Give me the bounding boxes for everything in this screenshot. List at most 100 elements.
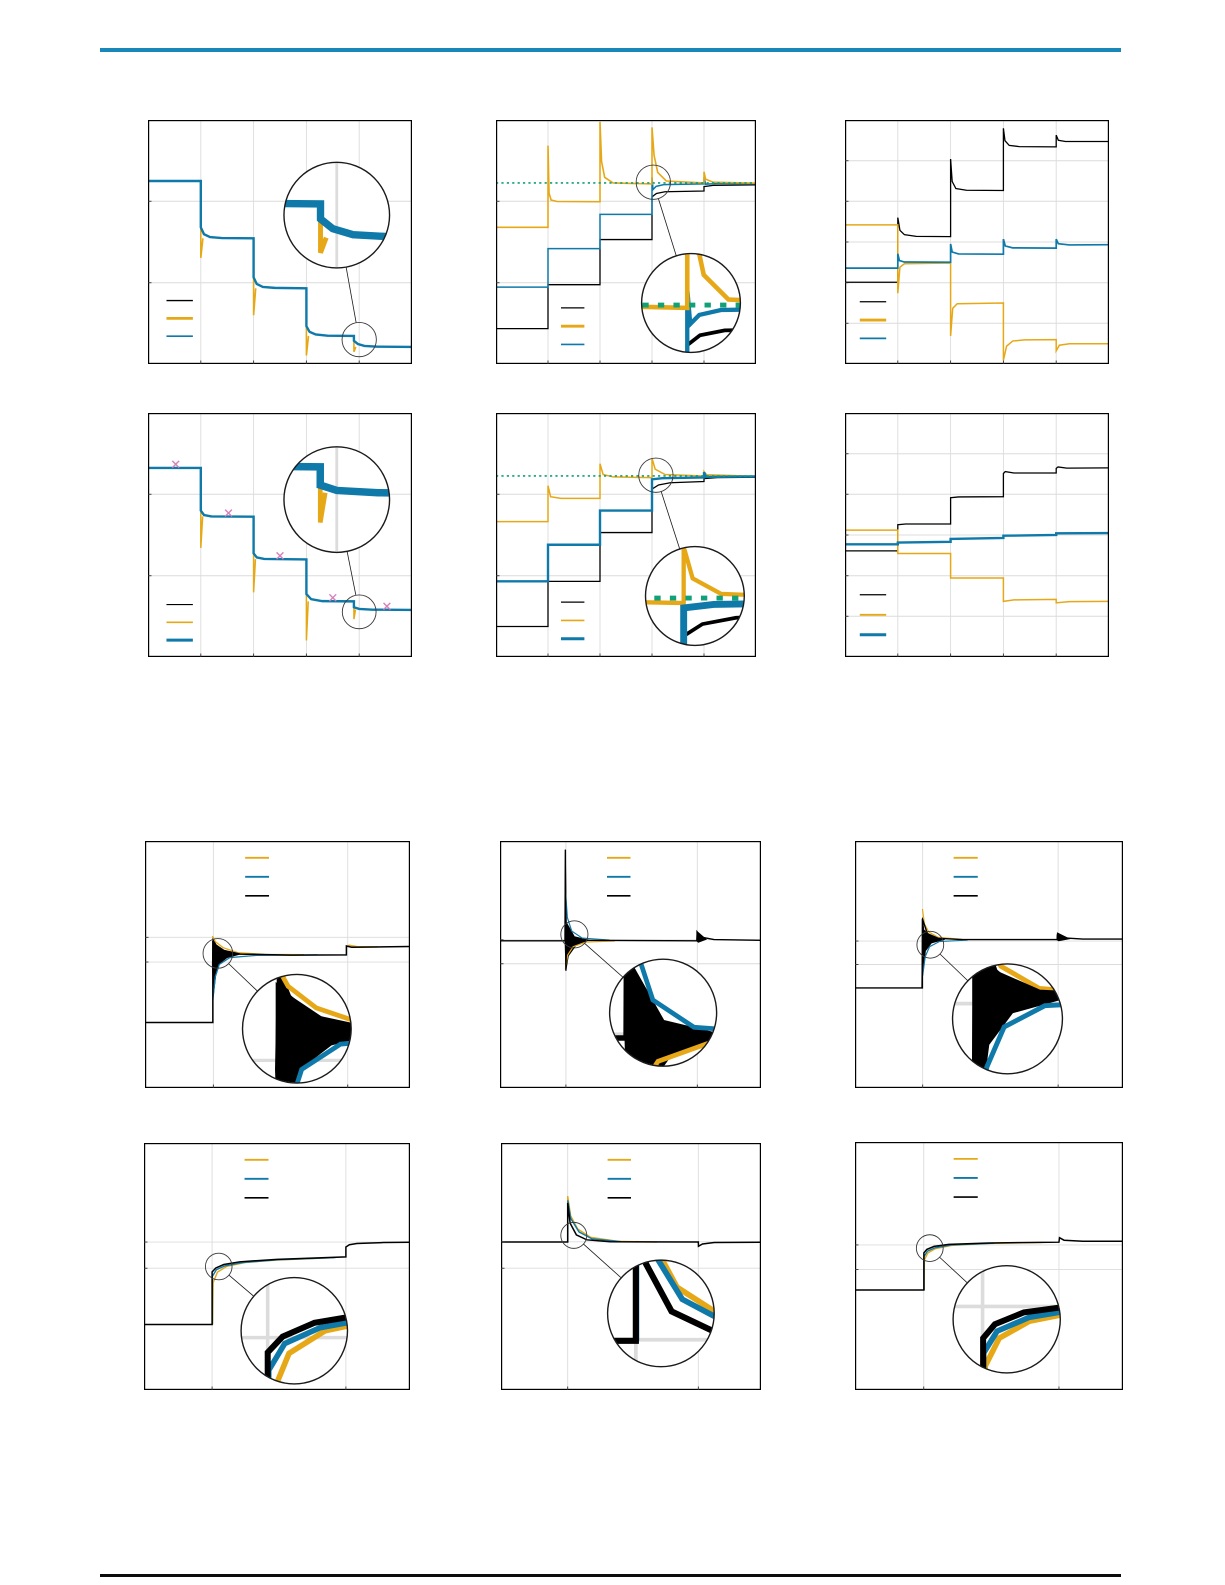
series-path-black (855, 1236, 1123, 1291)
x-marker (383, 602, 391, 611)
series-path-orange (625, 1036, 717, 1066)
plot-content (241, 1278, 347, 1384)
oscillation-fill-black (275, 974, 351, 1083)
series-path-black (845, 466, 1109, 552)
series-path-orange (921, 908, 963, 940)
magnifier-small-circle (341, 321, 377, 358)
plot-svg-r1c2 (496, 120, 756, 364)
series-path-blue (148, 179, 412, 349)
plot-content (642, 254, 740, 352)
magnifier-big-circle (952, 1265, 1061, 1374)
series-path-orange (845, 224, 1109, 361)
magnifier-zoomed-content (953, 964, 1062, 1074)
legend (859, 301, 887, 340)
plot-content (845, 413, 1109, 657)
plot-border (148, 413, 412, 657)
magnifier-small-circle (204, 1252, 233, 1281)
plot-r4c3 (855, 1142, 1123, 1390)
plot-svg-r4c3 (855, 1142, 1123, 1390)
series-path-orange (305, 594, 309, 641)
series-path-orange (972, 964, 1062, 1000)
plot-svg-r4c1 (144, 1143, 410, 1390)
series-path-black (953, 1272, 1060, 1373)
plot-content (144, 1143, 410, 1390)
series-path-orange (845, 529, 1109, 604)
magnifier-zoomed-content (646, 547, 744, 645)
series-path-blue (980, 1296, 1060, 1373)
plot-svg-r2c2 (496, 413, 756, 657)
x-marker (244, 445, 265, 466)
x-marker (328, 593, 337, 602)
series-path-blue (496, 177, 756, 288)
magnifier-small-circle (560, 920, 589, 949)
magnifier-zoomed-content (953, 1266, 1060, 1373)
plot-content (855, 1142, 1123, 1390)
plot-r1c3 (845, 120, 1109, 364)
series-path-black (845, 128, 1109, 283)
plot-content (145, 841, 410, 1088)
oscillation-fill-black (970, 964, 1062, 1074)
series-path-blue (496, 471, 756, 583)
plot-r2c2 (496, 413, 756, 657)
magnifier-small-circle (560, 1221, 588, 1249)
magnifier-small-circle (341, 594, 377, 630)
series-path-black (145, 940, 410, 1024)
series-path-blue (973, 997, 1062, 1074)
series-path-blue (148, 466, 412, 612)
legend (166, 299, 193, 337)
series-path-blue (567, 1200, 621, 1243)
magnifier-big-circle (640, 252, 742, 354)
plot-content (855, 841, 1123, 1088)
plot-content (845, 120, 1109, 364)
plot-r4c2 (501, 1143, 761, 1390)
series-path-blue (922, 939, 968, 976)
series-path-orange (174, 120, 180, 264)
plot-svg-r2c1 (148, 413, 412, 657)
series-path-orange (200, 510, 204, 548)
series-path-orange (274, 974, 351, 1036)
series-path-orange (496, 121, 756, 229)
plot-content (608, 1260, 714, 1367)
plot-border (501, 1143, 761, 1390)
series-path-orange (496, 457, 756, 523)
series-path-blue (284, 162, 390, 242)
plot-content (500, 841, 761, 1088)
oscillation-fill-black (564, 849, 590, 971)
plot-svg-r4c2 (501, 1143, 761, 1390)
plot-content (496, 120, 756, 364)
plot-border (496, 413, 756, 657)
series-path-orange (317, 484, 328, 523)
plot-border (496, 120, 756, 364)
series-path-black (501, 1202, 761, 1248)
plot-border (148, 120, 412, 364)
legend (561, 601, 585, 641)
series-path-blue (565, 892, 610, 941)
plot-svg-r3c1 (145, 841, 410, 1088)
series-path-blue (284, 447, 390, 498)
plot-content (646, 547, 744, 645)
magnifier-big-circle (644, 545, 746, 647)
plot-content (174, 120, 390, 268)
plot-content (243, 974, 351, 1083)
plot-r1c1 (148, 120, 412, 364)
plot-content (244, 445, 390, 552)
magnifier-zoomed-content (610, 959, 717, 1066)
plot-r1c2 (496, 120, 756, 364)
legend (244, 1158, 269, 1199)
plot-content (953, 1266, 1060, 1373)
plot-r3c2 (500, 841, 761, 1088)
series-path-black (610, 959, 717, 1066)
plot-border (144, 1143, 410, 1390)
magnifier-zoomed-content (243, 974, 351, 1083)
magnifier-zoomed-content (642, 254, 740, 352)
magnifier-big-circle (608, 958, 718, 1067)
magnifier-small-circle (638, 457, 674, 493)
series-path-blue (642, 288, 740, 352)
legend (607, 856, 631, 897)
legend (166, 603, 193, 642)
magnifier-big-circle (240, 1276, 349, 1385)
series-path-black (953, 964, 1062, 1074)
series-path-blue (626, 959, 717, 1038)
plot-content (501, 1143, 761, 1390)
